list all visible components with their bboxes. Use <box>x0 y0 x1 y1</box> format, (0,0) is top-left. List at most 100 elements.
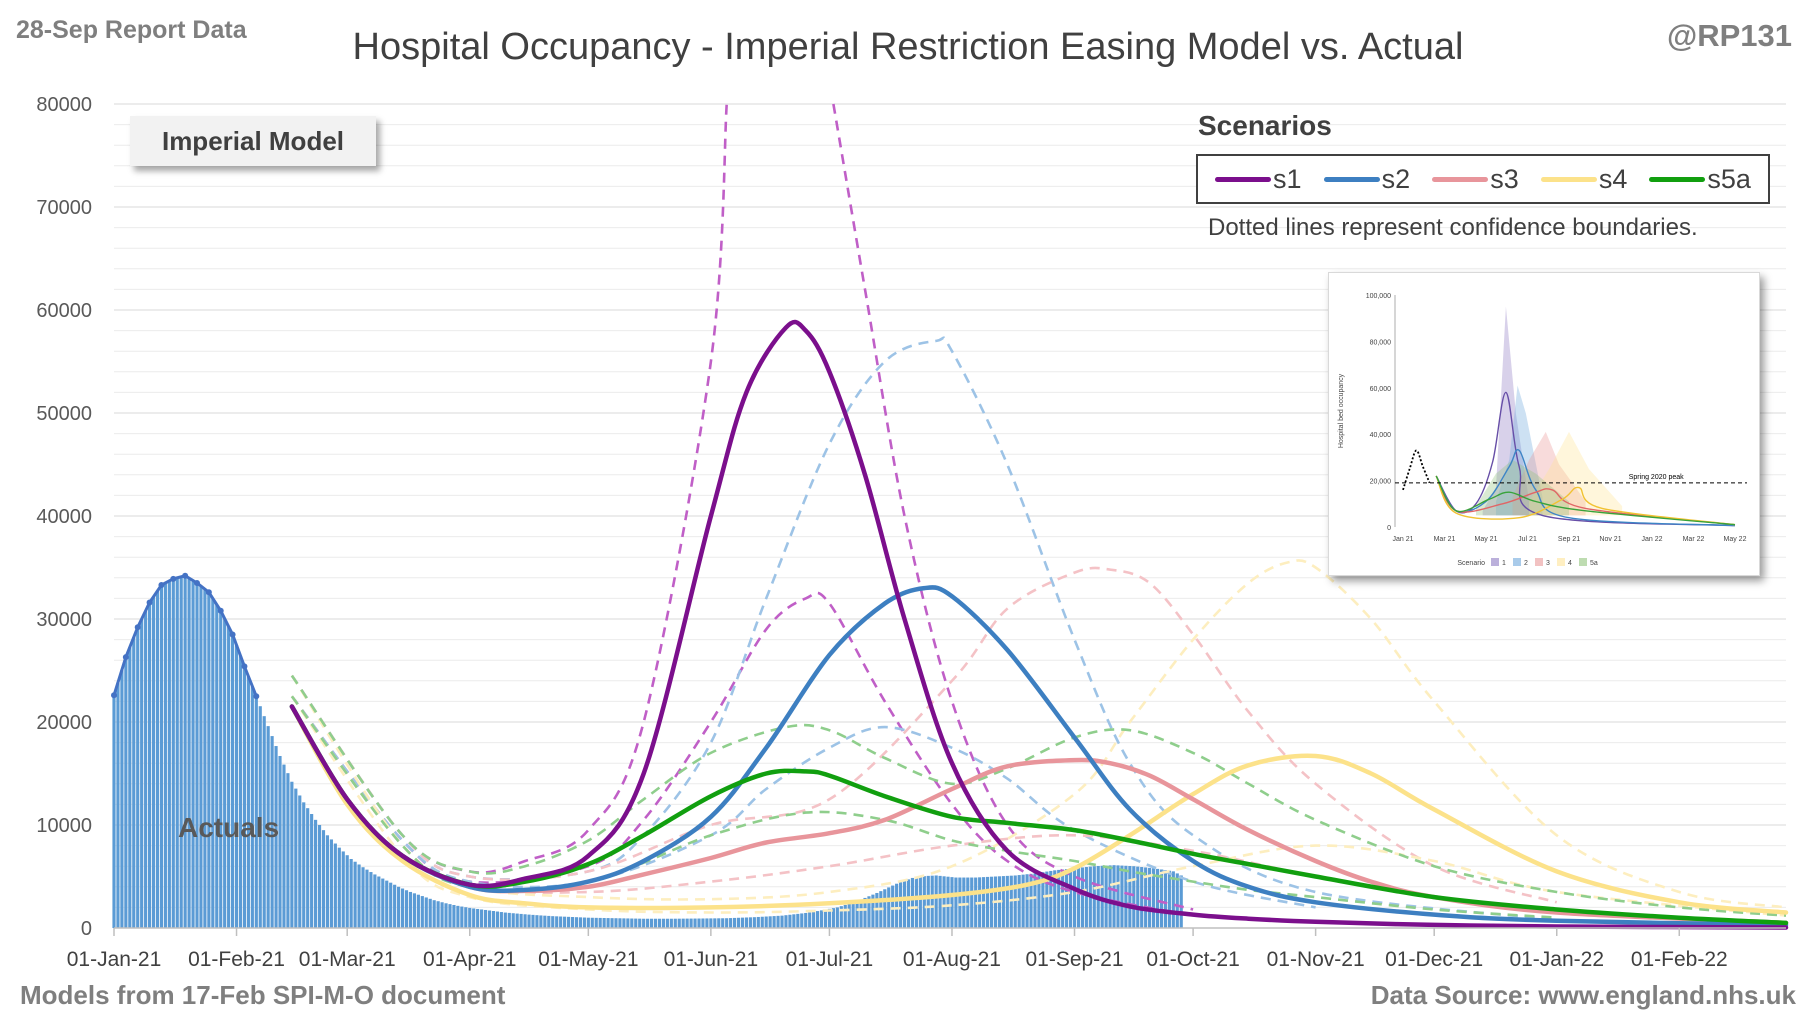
actuals-bar <box>436 901 440 928</box>
actuals-bar <box>234 645 239 928</box>
actuals-bar <box>519 913 523 928</box>
inset-x-tick: Mar 21 <box>1434 536 1456 543</box>
actuals-bar <box>895 883 899 928</box>
actuals-bar <box>1041 872 1045 928</box>
actuals-bar <box>918 876 922 928</box>
legend-swatch <box>1323 176 1380 182</box>
actuals-bar <box>262 716 266 928</box>
actuals-bar <box>476 908 480 928</box>
actuals-bar <box>966 877 970 928</box>
actuals-bar <box>483 909 488 928</box>
actuals-line <box>111 572 260 700</box>
inset-legend-swatch <box>1513 558 1521 566</box>
actuals-bar <box>242 666 247 928</box>
actuals-bar <box>823 909 828 928</box>
actuals-bar <box>1005 875 1009 928</box>
y-tick-label: 70000 <box>36 197 92 219</box>
actuals-bar <box>1132 866 1136 928</box>
actuals-bar <box>578 917 583 928</box>
actuals-bar <box>416 894 420 928</box>
x-tick-label: 01-Jul-21 <box>786 948 874 971</box>
legend-swatch <box>1540 176 1597 182</box>
actuals-bar <box>859 899 863 928</box>
inset-peak-label: Spring 2020 peak <box>1629 474 1684 481</box>
actuals-bar <box>393 884 397 928</box>
actuals-bar <box>776 915 780 928</box>
inset-x-tick: Mar 22 <box>1683 536 1705 543</box>
actuals-bar <box>800 913 804 928</box>
actuals-bar <box>661 918 666 928</box>
actuals-bar <box>740 917 745 928</box>
inset-line <box>1435 475 1736 526</box>
x-tick-label: 01-Aug-21 <box>903 948 1001 971</box>
actuals-bar <box>547 915 551 928</box>
inset-y-tick: 80,000 <box>1370 339 1392 346</box>
actuals-bar <box>804 912 808 928</box>
actuals-bar <box>1057 869 1061 928</box>
actuals-bar <box>926 875 930 928</box>
inset-band <box>1529 431 1623 516</box>
actuals-bar <box>930 875 934 928</box>
actuals-bar <box>408 891 413 928</box>
inset-x-tick: May 21 <box>1475 536 1498 543</box>
inset-actuals-line <box>1402 449 1431 491</box>
actuals-bar <box>831 908 835 928</box>
actuals-bar <box>772 916 776 928</box>
models-source-note: Models from 17-Feb SPI-M-O document <box>20 980 506 1010</box>
legend-label: s5a <box>1707 163 1751 194</box>
actuals-bar <box>559 916 563 928</box>
actuals-bar <box>689 918 693 928</box>
bound-line-s3-upper <box>290 566 1558 904</box>
actuals-bar <box>697 918 701 928</box>
actuals-bar <box>653 918 658 928</box>
actuals-bar <box>1084 867 1088 928</box>
inset-x-tick: Jan 22 <box>1641 536 1662 543</box>
actuals-bar <box>144 610 148 928</box>
inset-legend-swatch <box>1557 558 1565 566</box>
actuals-point <box>170 575 177 582</box>
actuals-bar <box>1076 867 1081 928</box>
actuals-bar <box>812 911 816 928</box>
actuals-bar <box>871 894 875 928</box>
actuals-bar <box>128 647 132 928</box>
actuals-bar <box>566 916 571 928</box>
actuals-bar <box>657 918 662 928</box>
actuals-bar <box>855 901 859 928</box>
actuals-bar <box>282 764 286 928</box>
legend-item-s1: s1 <box>1215 164 1302 195</box>
actuals-bar <box>211 598 215 928</box>
actuals-bar <box>389 882 393 928</box>
actuals-bar <box>499 912 503 928</box>
actuals-bar <box>958 877 962 928</box>
x-tick-label: 01-May-21 <box>538 948 638 971</box>
actuals-bar <box>883 889 887 928</box>
inset-legend-label: 3 <box>1546 560 1550 567</box>
actuals-bar <box>270 736 274 928</box>
actuals-bar <box>203 589 207 928</box>
actuals-bar <box>669 918 673 928</box>
actuals-bar <box>171 578 175 928</box>
x-tick-label: 01-Apr-21 <box>423 948 516 971</box>
actuals-bar <box>1001 876 1005 928</box>
confidence-bounds <box>290 103 1787 922</box>
actuals-bar <box>665 918 669 928</box>
actuals-bar <box>634 918 638 928</box>
actuals-bar <box>685 918 689 928</box>
actuals-bar <box>677 918 681 928</box>
actuals-bar <box>922 876 926 928</box>
actuals-bar <box>507 912 511 928</box>
actuals-bar <box>555 916 559 928</box>
actuals-bar <box>278 755 282 928</box>
actuals-bar <box>353 861 357 928</box>
actuals-bar <box>432 900 436 928</box>
actuals-bar <box>1136 866 1140 928</box>
x-tick-label: 01-Feb-22 <box>1631 948 1728 971</box>
actuals-point <box>146 599 153 606</box>
actuals-bar <box>756 916 760 928</box>
actuals-bar <box>373 874 377 928</box>
actuals-bar <box>942 876 946 928</box>
y-tick-label: 0 <box>81 918 92 940</box>
axes: 0 10000 20000 30000 40000 50000 60000 70000 8000… <box>36 94 1786 971</box>
actuals-bar <box>808 912 812 928</box>
actuals-bar <box>618 918 622 928</box>
